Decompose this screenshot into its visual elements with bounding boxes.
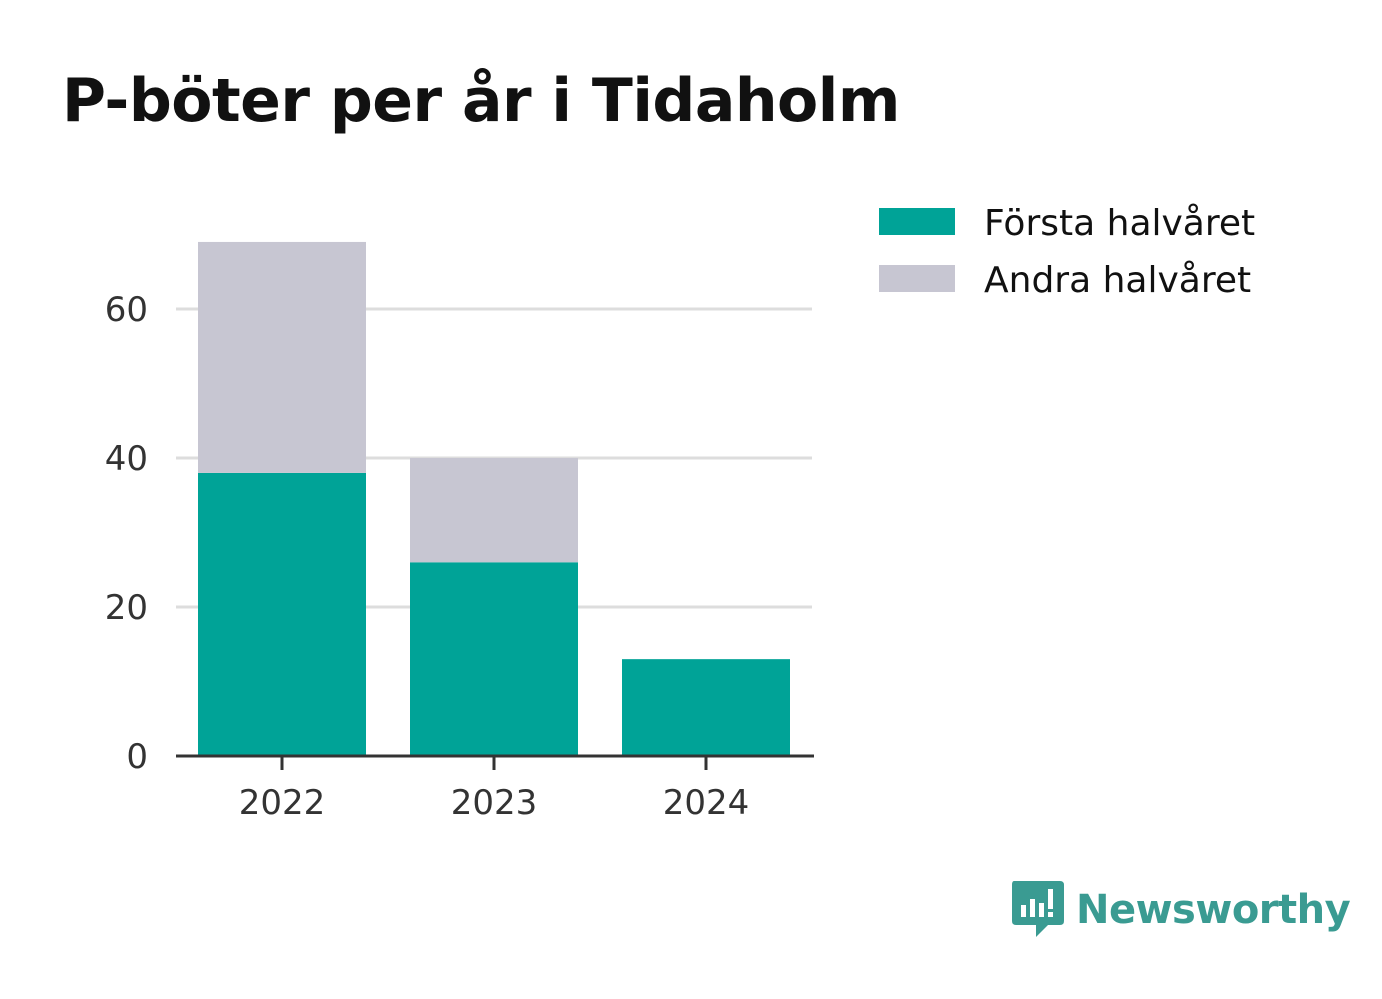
legend-label: Andra halvåret xyxy=(984,260,1251,301)
brand-name: Newsworthy xyxy=(1076,887,1351,933)
bar-segment xyxy=(410,458,578,563)
page-title: P-böter per år i Tidaholm xyxy=(62,66,900,136)
legend-swatch xyxy=(879,265,955,292)
bars xyxy=(198,241,790,756)
y-tick-label: 60 xyxy=(105,290,148,330)
y-tick-label: 20 xyxy=(105,588,148,628)
legend-label: Första halvåret xyxy=(984,203,1255,244)
bar-segment xyxy=(198,472,366,756)
x-tick-label: 2024 xyxy=(663,783,750,823)
axes: 0 20 40 60 2022 2023 2024 xyxy=(105,290,814,823)
y-tick-label: 40 xyxy=(105,439,148,479)
legend: Första halvåret Andra halvåret xyxy=(879,203,1255,301)
x-tick-label: 2023 xyxy=(451,783,538,823)
newsworthy-logo-icon xyxy=(1012,881,1064,937)
y-tick-label: 0 xyxy=(126,737,148,777)
brand-logo: Newsworthy xyxy=(1010,878,1351,942)
legend-swatch xyxy=(879,208,955,235)
bar-segment xyxy=(410,562,578,756)
bar-segment xyxy=(198,241,366,473)
x-tick-label: 2022 xyxy=(239,783,326,823)
bar-segment xyxy=(622,659,790,756)
